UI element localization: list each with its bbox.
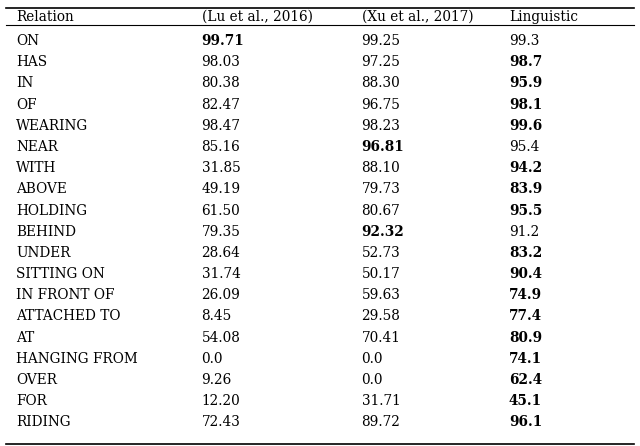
Text: (Xu et al., 2017): (Xu et al., 2017) <box>362 10 473 24</box>
Text: 95.9: 95.9 <box>509 76 542 91</box>
Text: 79.35: 79.35 <box>202 225 241 239</box>
Text: 0.0: 0.0 <box>202 352 223 366</box>
Text: 96.1: 96.1 <box>509 415 542 429</box>
Text: 98.7: 98.7 <box>509 55 542 69</box>
Text: 98.03: 98.03 <box>202 55 241 69</box>
Text: 90.4: 90.4 <box>509 267 542 281</box>
Text: IN: IN <box>16 76 33 91</box>
Text: 95.5: 95.5 <box>509 203 542 218</box>
Text: OVER: OVER <box>16 373 57 387</box>
Text: 31.74: 31.74 <box>202 267 241 281</box>
Text: HOLDING: HOLDING <box>16 203 87 218</box>
Text: 74.1: 74.1 <box>509 352 542 366</box>
Text: 98.1: 98.1 <box>509 98 542 112</box>
Text: 83.9: 83.9 <box>509 182 542 196</box>
Text: 99.3: 99.3 <box>509 34 539 48</box>
Text: 88.30: 88.30 <box>362 76 401 91</box>
Text: 61.50: 61.50 <box>202 203 241 218</box>
Text: 31.71: 31.71 <box>362 394 401 408</box>
Text: 88.10: 88.10 <box>362 161 401 175</box>
Text: 45.1: 45.1 <box>509 394 542 408</box>
Text: 96.81: 96.81 <box>362 140 404 154</box>
Text: RIDING: RIDING <box>16 415 70 429</box>
Text: 77.4: 77.4 <box>509 310 542 323</box>
Text: HAS: HAS <box>16 55 47 69</box>
Text: 72.43: 72.43 <box>202 415 241 429</box>
Text: IN FRONT OF: IN FRONT OF <box>16 288 115 302</box>
Text: 80.38: 80.38 <box>202 76 241 91</box>
Text: 0.0: 0.0 <box>362 352 383 366</box>
Text: 80.67: 80.67 <box>362 203 401 218</box>
Text: 79.73: 79.73 <box>362 182 401 196</box>
Text: 74.9: 74.9 <box>509 288 542 302</box>
Text: 92.32: 92.32 <box>362 225 404 239</box>
Text: 82.47: 82.47 <box>202 98 241 112</box>
Text: 98.47: 98.47 <box>202 119 241 133</box>
Text: BEHIND: BEHIND <box>16 225 76 239</box>
Text: SITTING ON: SITTING ON <box>16 267 105 281</box>
Text: 89.72: 89.72 <box>362 415 401 429</box>
Text: 59.63: 59.63 <box>362 288 401 302</box>
Text: HANGING FROM: HANGING FROM <box>16 352 138 366</box>
Text: WEARING: WEARING <box>16 119 88 133</box>
Text: OF: OF <box>16 98 36 112</box>
Text: Relation: Relation <box>16 10 74 24</box>
Text: UNDER: UNDER <box>16 246 70 260</box>
Text: 80.9: 80.9 <box>509 330 542 345</box>
Text: 94.2: 94.2 <box>509 161 542 175</box>
Text: ON: ON <box>16 34 39 48</box>
Text: 99.6: 99.6 <box>509 119 542 133</box>
Text: ATTACHED TO: ATTACHED TO <box>16 310 120 323</box>
Text: 50.17: 50.17 <box>362 267 401 281</box>
Text: 28.64: 28.64 <box>202 246 241 260</box>
Text: 52.73: 52.73 <box>362 246 401 260</box>
Text: AT: AT <box>16 330 35 345</box>
Text: 96.75: 96.75 <box>362 98 401 112</box>
Text: NEAR: NEAR <box>16 140 58 154</box>
Text: (Lu et al., 2016): (Lu et al., 2016) <box>202 10 312 24</box>
Text: 95.4: 95.4 <box>509 140 539 154</box>
Text: 91.2: 91.2 <box>509 225 539 239</box>
Text: 29.58: 29.58 <box>362 310 401 323</box>
Text: 98.23: 98.23 <box>362 119 401 133</box>
Text: 49.19: 49.19 <box>202 182 241 196</box>
Text: 9.26: 9.26 <box>202 373 232 387</box>
Text: 12.20: 12.20 <box>202 394 241 408</box>
Text: 0.0: 0.0 <box>362 373 383 387</box>
Text: 83.2: 83.2 <box>509 246 542 260</box>
Text: 31.85: 31.85 <box>202 161 241 175</box>
Text: 62.4: 62.4 <box>509 373 542 387</box>
Text: ABOVE: ABOVE <box>16 182 67 196</box>
Text: 26.09: 26.09 <box>202 288 241 302</box>
Text: 54.08: 54.08 <box>202 330 241 345</box>
Text: 99.25: 99.25 <box>362 34 401 48</box>
Text: 99.71: 99.71 <box>202 34 244 48</box>
Text: 70.41: 70.41 <box>362 330 401 345</box>
Text: Linguistic: Linguistic <box>509 10 578 24</box>
Text: 85.16: 85.16 <box>202 140 241 154</box>
Text: WITH: WITH <box>16 161 56 175</box>
Text: 8.45: 8.45 <box>202 310 232 323</box>
Text: 97.25: 97.25 <box>362 55 401 69</box>
Text: FOR: FOR <box>16 394 47 408</box>
